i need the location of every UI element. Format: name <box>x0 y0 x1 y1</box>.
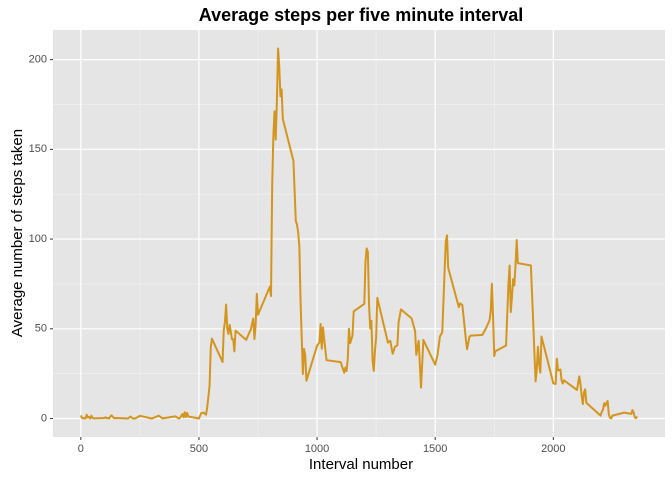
y-tick-label: 50 <box>35 323 47 335</box>
y-tick-label: 200 <box>29 54 47 66</box>
x-axis-title: Interval number <box>309 456 413 473</box>
y-tick-label: 150 <box>29 143 47 155</box>
line <box>79 47 638 420</box>
x-tick-label: 2000 <box>541 443 565 455</box>
x-tick-label: 1500 <box>423 443 447 455</box>
y-tick-label: 0 <box>41 412 47 424</box>
chart-title: Average steps per five minute interval <box>199 5 523 25</box>
y-axis-title: Average number of steps taken <box>9 129 26 337</box>
x-tick-label: 500 <box>190 443 208 455</box>
x-tick-label: 1000 <box>305 443 329 455</box>
plot-panel <box>53 30 665 437</box>
y-tick-label: 100 <box>29 233 47 245</box>
x-tick-label: 0 <box>78 443 84 455</box>
